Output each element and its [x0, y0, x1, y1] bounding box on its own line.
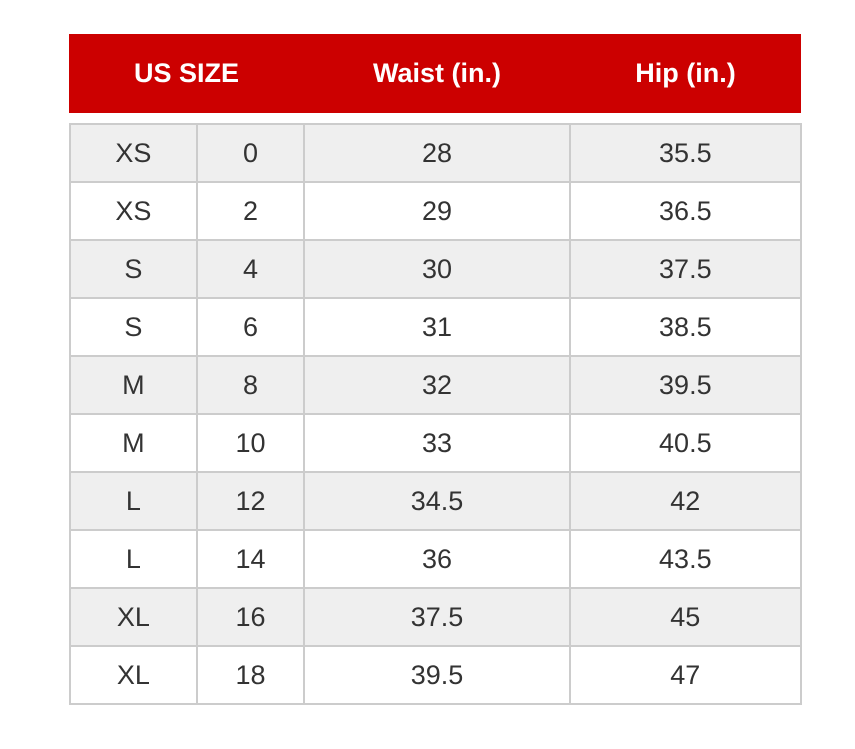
numeric-size-cell: 10	[195, 413, 306, 473]
header-waist: Waist (in.)	[373, 58, 501, 88]
waist-cell: 39.5	[303, 645, 571, 705]
table-row: XS 0 28 35.5	[69, 123, 803, 183]
hip-cell: 39.5	[568, 355, 803, 415]
table-row: S 6 31 38.5	[69, 297, 803, 357]
hip-cell: 45	[568, 587, 803, 647]
letter-size-cell: XL	[69, 587, 198, 647]
letter-size-cell: S	[69, 239, 198, 299]
waist-cell: 29	[303, 181, 571, 241]
waist-cell: 30	[303, 239, 571, 299]
hip-cell: 43.5	[568, 529, 803, 589]
numeric-size-cell: 12	[195, 471, 306, 531]
header-hip: Hip (in.)	[635, 58, 736, 88]
numeric-size-cell: 2	[195, 181, 306, 241]
letter-size-cell: S	[69, 297, 198, 357]
numeric-size-cell: 14	[195, 529, 306, 589]
numeric-size-cell: 16	[195, 587, 306, 647]
table-row: L 14 36 43.5	[69, 529, 803, 589]
table-row: M 8 32 39.5	[69, 355, 803, 415]
waist-cell: 36	[303, 529, 571, 589]
table-row: XS 2 29 36.5	[69, 181, 803, 241]
letter-size-cell: M	[69, 413, 198, 473]
hip-cell: 40.5	[568, 413, 803, 473]
waist-cell: 33	[303, 413, 571, 473]
header-us-size: US SIZE	[133, 58, 240, 88]
table-row: S 4 30 37.5	[69, 239, 803, 299]
size-chart-header: US SIZE Waist (in.) Hip (in.)	[69, 34, 801, 113]
hip-cell: 35.5	[568, 123, 803, 183]
letter-size-cell: M	[69, 355, 198, 415]
waist-cell: 32	[303, 355, 571, 415]
letter-size-cell: L	[69, 471, 198, 531]
numeric-size-cell: 0	[195, 123, 306, 183]
hip-cell: 38.5	[568, 297, 803, 357]
waist-cell: 28	[303, 123, 571, 183]
waist-cell: 34.5	[303, 471, 571, 531]
numeric-size-cell: 18	[195, 645, 306, 705]
table-row: XL 18 39.5 47	[69, 645, 803, 705]
waist-cell: 31	[303, 297, 571, 357]
numeric-size-cell: 6	[195, 297, 306, 357]
letter-size-cell: XS	[69, 123, 198, 183]
letter-size-cell: L	[69, 529, 198, 589]
size-chart-table: XS 0 28 35.5 XS 2 29 36.5 S 4 30 37.5 S 6 31 38.5 M 8 32 39…	[69, 123, 803, 705]
hip-cell: 47	[568, 645, 803, 705]
table-row: XL 16 37.5 45	[69, 587, 803, 647]
numeric-size-cell: 4	[195, 239, 306, 299]
table-row: M 10 33 40.5	[69, 413, 803, 473]
waist-cell: 37.5	[303, 587, 571, 647]
letter-size-cell: XS	[69, 181, 198, 241]
hip-cell: 42	[568, 471, 803, 531]
hip-cell: 37.5	[568, 239, 803, 299]
hip-cell: 36.5	[568, 181, 803, 241]
table-row: L 12 34.5 42	[69, 471, 803, 531]
numeric-size-cell: 8	[195, 355, 306, 415]
letter-size-cell: XL	[69, 645, 198, 705]
